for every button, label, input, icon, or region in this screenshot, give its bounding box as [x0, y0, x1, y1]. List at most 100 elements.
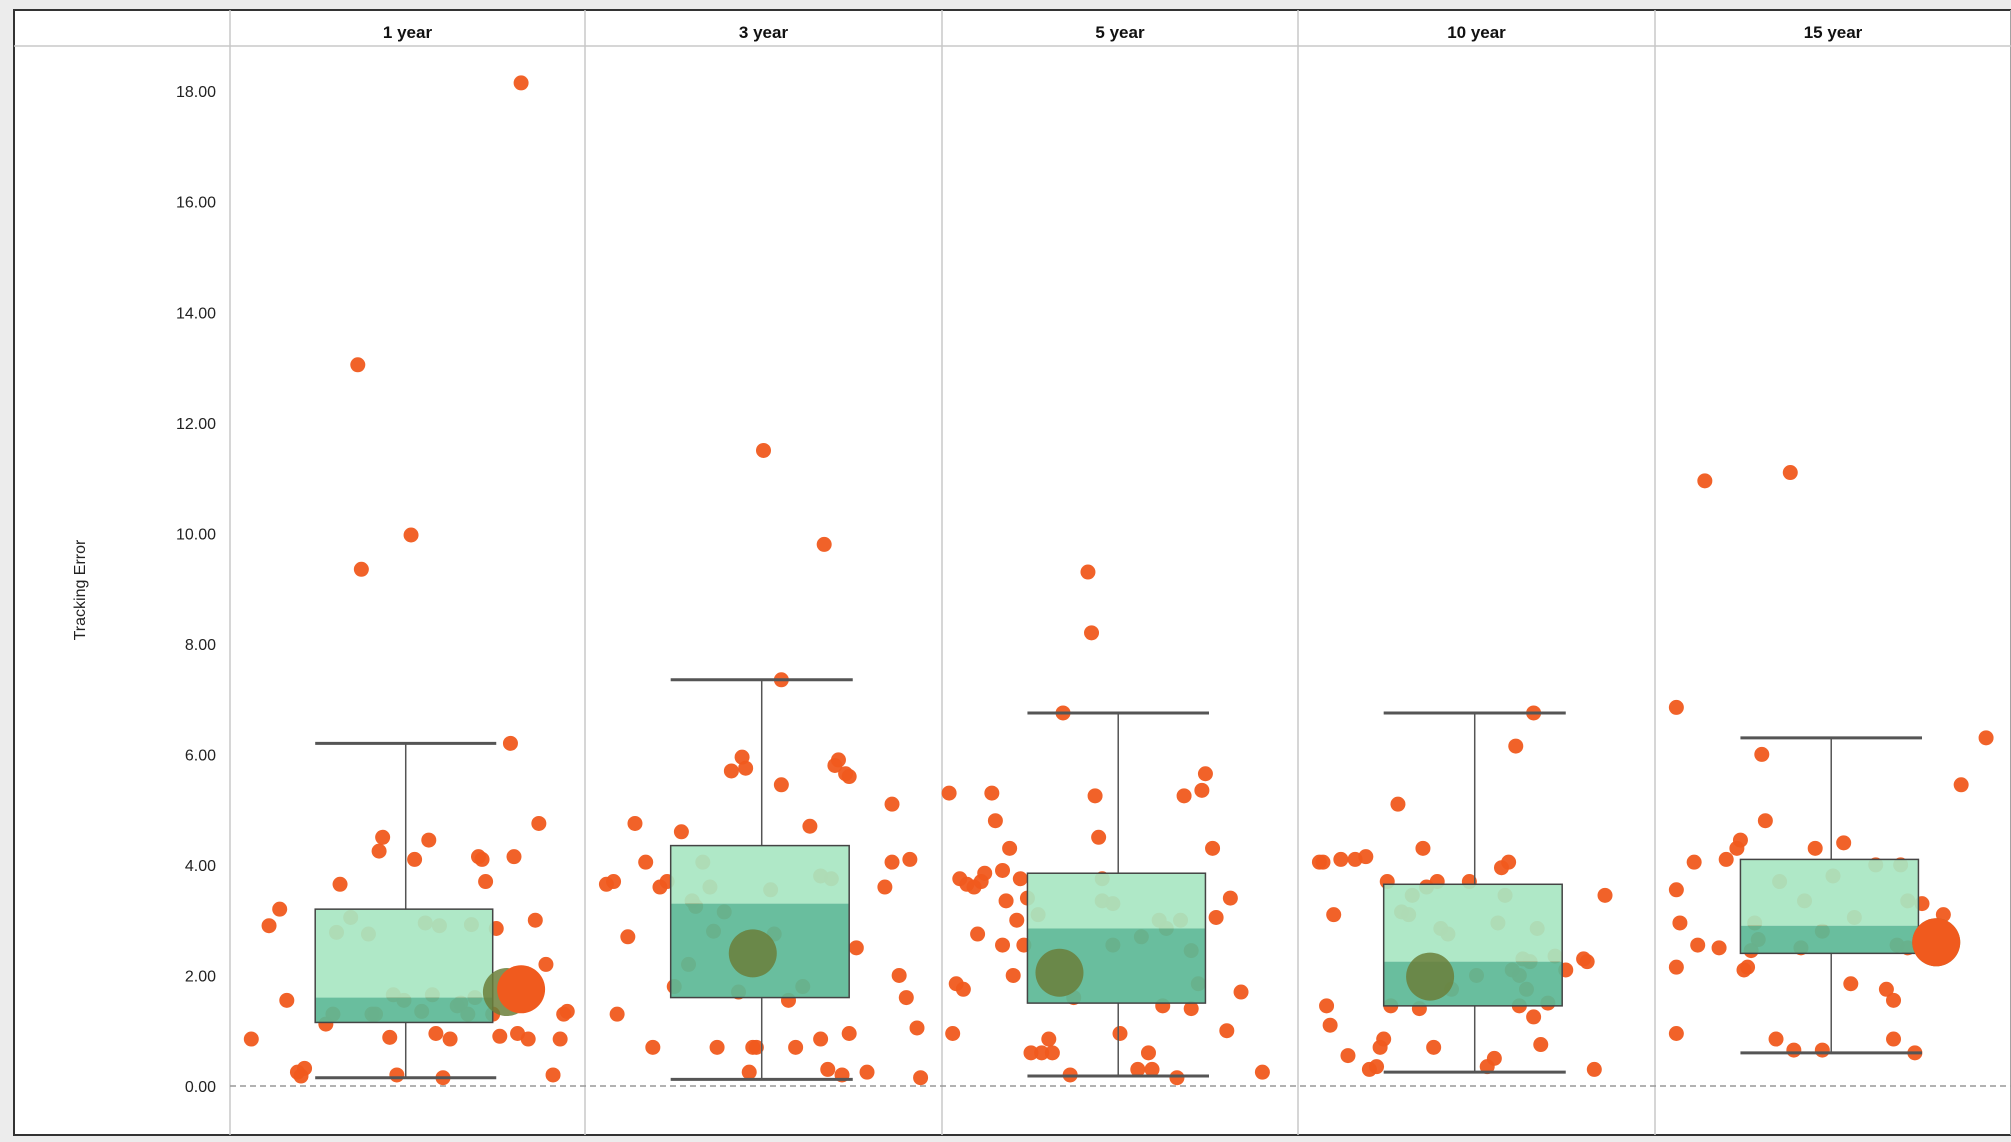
data-point	[884, 796, 900, 812]
data-point	[1736, 962, 1752, 978]
y-axis: 0.00 2.00 4.00 6.00 8.00 10.00 12.00 14.00 16.00…	[176, 84, 216, 1096]
data-point	[1315, 854, 1331, 870]
data-point	[1501, 854, 1517, 870]
panel-header-label: 10 year	[1447, 23, 1506, 42]
data-point	[279, 992, 295, 1008]
y-tick-label: 18.00	[176, 84, 216, 101]
data-point	[638, 854, 654, 870]
data-point	[1369, 1059, 1385, 1075]
y-tick-label: 8.00	[185, 637, 216, 654]
data-point	[538, 956, 554, 972]
data-point	[1319, 998, 1335, 1014]
data-point	[998, 893, 1014, 909]
data-point	[520, 1031, 536, 1047]
y-tick-label: 16.00	[176, 195, 216, 212]
panel-header-label: 3 year	[739, 23, 789, 42]
data-point	[1597, 887, 1613, 903]
panel-15-year: 15 year	[1668, 23, 1994, 1061]
data-point	[559, 1003, 575, 1019]
data-point	[1194, 782, 1210, 798]
y-tick-label: 6.00	[185, 747, 216, 764]
data-point	[1526, 1009, 1542, 1025]
data-point	[1814, 1042, 1830, 1058]
data-point	[1084, 625, 1100, 641]
data-point	[1333, 851, 1349, 867]
data-point	[1672, 915, 1688, 931]
data-point	[970, 926, 986, 942]
data-point	[773, 777, 789, 793]
box-outline	[669, 844, 850, 999]
data-point	[1219, 1023, 1235, 1039]
data-point	[1935, 907, 1951, 923]
y-axis-title: Tracking Error	[72, 539, 89, 640]
data-point	[1786, 1042, 1802, 1058]
data-point	[407, 851, 423, 867]
data-point	[1112, 1025, 1128, 1041]
data-point	[1836, 835, 1852, 851]
data-point	[995, 937, 1011, 953]
data-point	[389, 1067, 405, 1083]
data-point	[841, 769, 857, 785]
data-point	[375, 829, 391, 845]
data-point	[995, 862, 1011, 878]
data-point	[1358, 849, 1374, 865]
data-point	[1012, 871, 1028, 887]
lower-box	[1740, 925, 1919, 954]
data-point	[353, 561, 369, 577]
data-point	[478, 874, 494, 890]
data-point	[1023, 1045, 1039, 1061]
upper-box	[1027, 873, 1206, 929]
data-point	[748, 1039, 764, 1055]
upper-box	[670, 845, 850, 904]
data-point	[830, 752, 846, 768]
panel-header-label: 15 year	[1804, 23, 1863, 42]
data-point	[1034, 1045, 1050, 1061]
data-point	[884, 854, 900, 870]
data-point	[513, 75, 529, 91]
data-point	[428, 1025, 444, 1041]
data-point	[421, 832, 437, 848]
data-point	[545, 1067, 561, 1083]
data-point	[1690, 937, 1706, 953]
data-point	[1009, 912, 1025, 928]
data-point	[1130, 1061, 1146, 1077]
data-point	[891, 967, 907, 983]
data-point	[1254, 1064, 1270, 1080]
data-point	[1711, 940, 1727, 956]
data-point	[1782, 465, 1798, 481]
data-point	[609, 1006, 625, 1022]
data-point	[788, 1039, 804, 1055]
data-point	[723, 763, 739, 779]
data-point	[350, 357, 366, 373]
data-point	[987, 813, 1003, 829]
data-point	[371, 843, 387, 859]
data-point	[1322, 1017, 1338, 1033]
data-point	[1390, 796, 1406, 812]
data-point	[492, 1028, 508, 1044]
selected-fund-marker	[1912, 918, 1961, 967]
data-point	[859, 1064, 875, 1080]
data-point	[1376, 1031, 1392, 1047]
data-point	[1757, 813, 1773, 829]
box-outline	[314, 908, 494, 1024]
data-point	[1533, 1037, 1549, 1053]
data-point	[1668, 699, 1684, 715]
panel-separators	[14, 10, 2011, 1135]
data-point	[243, 1031, 259, 1047]
data-point	[945, 1025, 961, 1041]
data-point	[442, 1031, 458, 1047]
data-point	[1953, 777, 1969, 793]
y-tick-label: 2.00	[185, 968, 216, 985]
box-outline	[1382, 883, 1563, 1007]
data-point	[474, 851, 490, 867]
data-point	[606, 874, 622, 890]
data-point	[1080, 564, 1096, 580]
panel-3-year: 3 year	[598, 23, 929, 1086]
data-point	[1222, 890, 1238, 906]
data-point	[403, 527, 419, 543]
upper-box	[1740, 859, 1919, 926]
selected-fund-marker	[497, 965, 546, 1014]
data-point	[1886, 992, 1902, 1008]
data-point	[977, 865, 993, 881]
data-point	[1668, 882, 1684, 898]
